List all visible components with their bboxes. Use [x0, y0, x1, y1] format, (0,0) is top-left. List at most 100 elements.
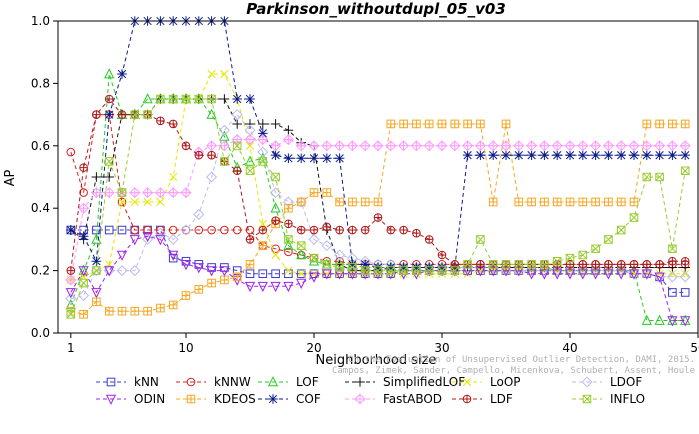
data-point	[410, 140, 422, 152]
data-point	[232, 141, 242, 151]
legend-marker	[268, 394, 278, 404]
data-point	[501, 150, 511, 160]
y-tick-label: 0.4	[31, 201, 50, 215]
data-point	[679, 140, 691, 152]
data-point	[79, 309, 88, 319]
legend-marker	[354, 393, 366, 405]
data-point	[104, 172, 114, 182]
data-point	[412, 266, 421, 275]
data-point	[245, 119, 255, 129]
data-point	[604, 260, 613, 269]
legend-marker	[267, 376, 279, 387]
data-point	[245, 269, 255, 279]
data-point	[591, 244, 600, 254]
data-point	[629, 260, 639, 269]
data-point	[578, 197, 588, 207]
data-point	[168, 250, 179, 261]
legend-marker	[581, 376, 593, 388]
data-point	[629, 213, 639, 222]
data-point	[66, 225, 76, 235]
data-point	[399, 225, 408, 235]
data-point	[232, 119, 242, 129]
data-point	[386, 119, 396, 129]
data-point	[129, 235, 140, 246]
data-point	[538, 265, 550, 277]
legend: kNN ODIN kNNW KDEOS LOF COF SimplifiedLOF FastA…	[96, 375, 645, 406]
data-point	[92, 110, 101, 119]
data-point	[206, 108, 217, 119]
data-point	[91, 256, 102, 267]
data-point	[181, 291, 191, 300]
data-point	[629, 150, 639, 160]
legend-marker	[186, 394, 196, 404]
data-point	[92, 297, 101, 307]
data-point	[104, 94, 114, 104]
legend-label: LDOF	[610, 375, 642, 389]
data-point	[591, 260, 600, 269]
data-point	[488, 197, 498, 207]
x-tick-label: 10	[178, 341, 193, 355]
data-point	[526, 140, 538, 152]
data-point	[565, 150, 575, 160]
data-point	[590, 269, 601, 280]
data-point	[207, 278, 216, 288]
legend-label: FastABOD	[383, 392, 442, 406]
data-point	[143, 225, 152, 235]
data-point	[168, 300, 178, 310]
data-point	[322, 269, 331, 278]
data-point	[284, 235, 293, 244]
data-point	[284, 219, 293, 229]
data-point	[169, 172, 178, 182]
data-point	[245, 225, 255, 235]
data-point	[360, 197, 370, 207]
legend-item-ldof: LDOF	[572, 375, 642, 389]
data-point	[220, 157, 229, 166]
data-point	[385, 140, 397, 152]
data-point	[194, 225, 204, 235]
data-point	[104, 157, 114, 166]
data-point	[513, 140, 525, 152]
data-point	[577, 265, 589, 277]
data-point	[194, 150, 204, 160]
data-point	[104, 68, 115, 79]
data-point	[334, 269, 345, 280]
y-tick-label: 0.6	[31, 139, 50, 153]
y-axis-label: AP	[3, 169, 18, 186]
legend-item-knn: kNN	[96, 375, 159, 389]
data-point	[66, 147, 76, 157]
y-tick-label: 1.0	[31, 14, 50, 28]
data-point	[680, 166, 690, 176]
data-point	[565, 253, 575, 263]
data-point	[476, 266, 485, 275]
credit-line-1: On the Evaluation of Unsupervised Outlie…	[348, 355, 695, 365]
data-point	[680, 316, 691, 327]
data-point	[590, 265, 602, 277]
data-point	[258, 128, 268, 139]
data-point	[526, 265, 538, 277]
data-point	[476, 260, 485, 269]
y-tick-label: 0.2	[31, 264, 50, 278]
data-point	[360, 225, 370, 235]
data-point	[655, 260, 664, 269]
data-point	[564, 269, 576, 280]
data-point	[604, 235, 613, 244]
data-point	[373, 213, 383, 222]
data-point	[308, 272, 320, 283]
data-point	[220, 69, 229, 79]
data-point	[282, 134, 294, 146]
data-point	[271, 250, 280, 260]
data-point	[604, 197, 613, 207]
legend-item-fastabod: FastABOD	[345, 392, 442, 406]
data-point	[156, 197, 165, 207]
data-point	[412, 228, 421, 238]
data-point	[322, 153, 332, 164]
data-point	[642, 119, 652, 129]
data-point	[322, 188, 332, 197]
data-point	[373, 197, 383, 207]
data-point	[578, 260, 588, 269]
data-point	[359, 140, 371, 152]
data-point	[308, 140, 320, 152]
data-point	[91, 172, 102, 182]
data-point	[270, 140, 282, 152]
legend-label: COF	[296, 392, 321, 406]
